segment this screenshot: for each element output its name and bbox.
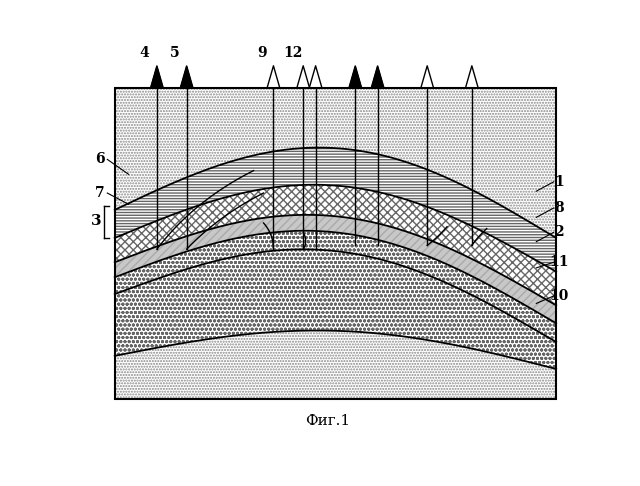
Polygon shape	[115, 249, 556, 369]
Polygon shape	[115, 231, 556, 342]
Polygon shape	[420, 66, 434, 88]
Polygon shape	[465, 66, 478, 88]
Text: 12: 12	[284, 46, 303, 60]
Polygon shape	[115, 215, 556, 323]
Text: 1: 1	[554, 175, 563, 189]
Polygon shape	[150, 66, 163, 88]
Text: 9: 9	[258, 46, 268, 60]
Text: Фиг.1: Фиг.1	[305, 414, 351, 428]
Text: 8: 8	[554, 201, 563, 215]
Text: 10: 10	[549, 289, 568, 303]
Polygon shape	[180, 66, 193, 88]
Polygon shape	[371, 66, 384, 88]
Text: 6: 6	[95, 152, 105, 166]
Polygon shape	[115, 88, 556, 399]
Polygon shape	[115, 148, 556, 272]
Polygon shape	[297, 66, 310, 88]
Text: 5: 5	[170, 46, 179, 60]
Polygon shape	[115, 185, 556, 305]
Text: 7: 7	[95, 186, 105, 200]
Text: 2: 2	[554, 226, 563, 239]
Text: 4: 4	[140, 46, 149, 60]
Text: 3: 3	[90, 214, 101, 228]
Bar	[115, 88, 556, 399]
Polygon shape	[115, 330, 556, 399]
Polygon shape	[349, 66, 362, 88]
Polygon shape	[267, 66, 280, 88]
Text: 11: 11	[549, 255, 568, 269]
Polygon shape	[309, 66, 322, 88]
